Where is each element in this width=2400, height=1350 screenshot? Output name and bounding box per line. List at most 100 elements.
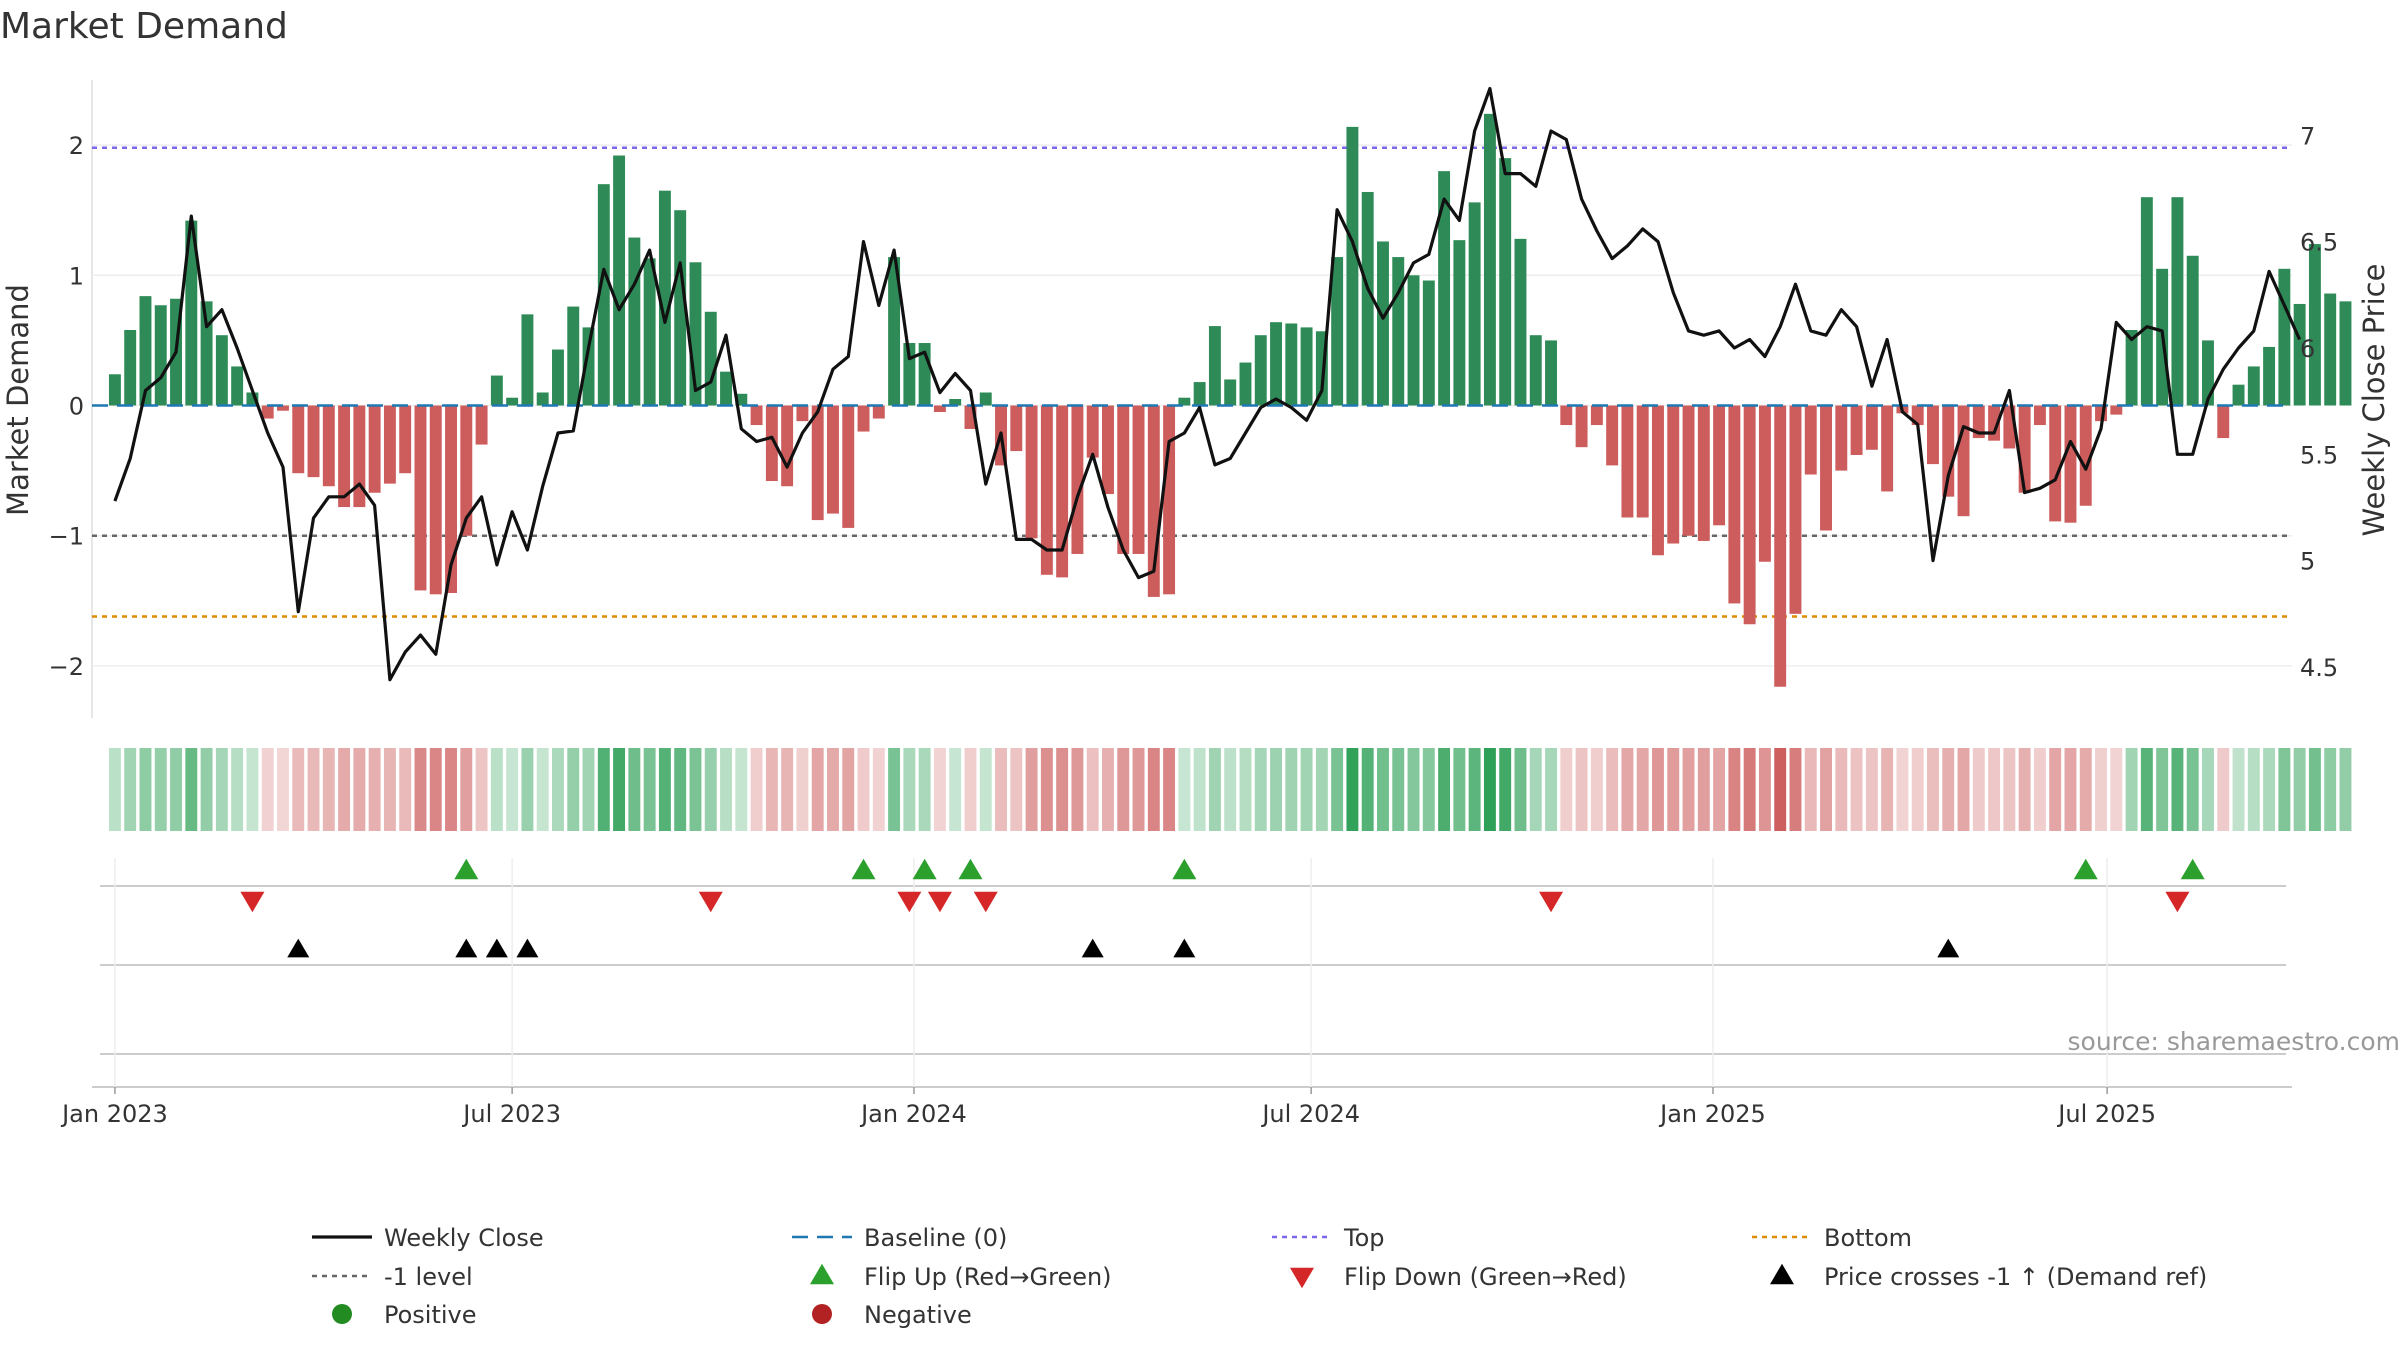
demand-bar bbox=[1697, 405, 1710, 541]
flip-up-marker bbox=[2180, 858, 2205, 880]
heat-cell bbox=[964, 748, 977, 831]
heat-cell bbox=[949, 748, 962, 831]
demand-bar bbox=[414, 405, 427, 591]
demand-bar bbox=[536, 392, 549, 406]
flip-up-marker bbox=[958, 858, 983, 880]
event-markers bbox=[240, 858, 2205, 958]
demand-bar bbox=[1789, 405, 1802, 614]
heat-cell bbox=[689, 748, 702, 831]
demand-bar bbox=[1468, 202, 1481, 406]
demand-bar bbox=[704, 311, 717, 406]
heat-cell bbox=[475, 748, 488, 831]
heat-cell bbox=[720, 748, 732, 831]
heat-cell bbox=[781, 748, 794, 831]
heat-cell bbox=[674, 748, 687, 831]
source-note: source: sharemaestro.com bbox=[2068, 1027, 2400, 1056]
demand-bar bbox=[1514, 238, 1527, 406]
demand-bar bbox=[2263, 346, 2276, 406]
heat-cell bbox=[1514, 748, 1527, 831]
left-tick-label: −1 bbox=[49, 523, 84, 551]
chart-title: Market Demand bbox=[0, 6, 288, 47]
left-tick-label: −2 bbox=[49, 653, 84, 681]
demand-bar bbox=[353, 405, 366, 508]
demand-bar bbox=[918, 343, 931, 406]
demand-bar bbox=[1300, 327, 1313, 406]
flip-down-marker bbox=[240, 891, 265, 913]
demand-bar bbox=[567, 306, 580, 406]
heat-cell bbox=[888, 748, 901, 831]
demand-bar bbox=[781, 405, 794, 487]
demand-bar bbox=[1361, 191, 1374, 406]
demand-bar bbox=[2324, 293, 2337, 406]
legend-swatch bbox=[810, 1263, 834, 1285]
demand-bar bbox=[933, 405, 946, 413]
right-tick-label: 5.5 bbox=[2300, 441, 2338, 469]
heat-cell bbox=[292, 748, 305, 831]
demand-bar bbox=[1056, 405, 1069, 578]
left-tick-label: 1 bbox=[69, 262, 84, 290]
demand-bar bbox=[277, 405, 289, 411]
flip-down-marker bbox=[927, 891, 952, 913]
demand-bar bbox=[108, 374, 121, 406]
demand-bar bbox=[2171, 197, 2184, 406]
heat-cell bbox=[139, 748, 152, 831]
heat-cell bbox=[567, 748, 580, 831]
flip-up-marker bbox=[1172, 858, 1197, 880]
demand-bar bbox=[1071, 405, 1084, 554]
heat-cell bbox=[2217, 748, 2230, 831]
demand-bar bbox=[1804, 405, 1817, 475]
demand-bar bbox=[1865, 405, 1878, 450]
heat-cell bbox=[2278, 748, 2291, 831]
demand-bar bbox=[445, 405, 457, 594]
demand-bar bbox=[1483, 113, 1496, 406]
heat-cell bbox=[1224, 748, 1237, 831]
heat-cell bbox=[1147, 748, 1160, 831]
demand-bar bbox=[979, 392, 992, 406]
flip-up-marker bbox=[912, 858, 937, 880]
demand-bar bbox=[1758, 405, 1771, 562]
demand-bar bbox=[2125, 329, 2138, 406]
legend-item: -1 level bbox=[312, 1263, 473, 1291]
heat-cell bbox=[613, 748, 626, 831]
heat-cell bbox=[842, 748, 855, 831]
heat-cell bbox=[2339, 748, 2352, 831]
demand-bar bbox=[1346, 126, 1359, 406]
flip-up-marker bbox=[851, 858, 876, 880]
heat-cell bbox=[200, 748, 213, 831]
heat-cell bbox=[307, 748, 320, 831]
legend-label: Weekly Close bbox=[384, 1224, 544, 1252]
heat-cell bbox=[170, 748, 182, 831]
demand-bar bbox=[2247, 366, 2260, 406]
heat-cell bbox=[1896, 748, 1909, 831]
heat-cell bbox=[735, 748, 748, 831]
demand-bar bbox=[1178, 397, 1191, 406]
heat-cell bbox=[1529, 748, 1542, 831]
demand-bar bbox=[1942, 405, 1955, 497]
legend-label: Flip Down (Green→Red) bbox=[1344, 1263, 1627, 1291]
heat-cell bbox=[1377, 748, 1389, 831]
demand-bar bbox=[399, 405, 412, 474]
heat-cell bbox=[1957, 748, 1970, 831]
demand-bar bbox=[338, 405, 351, 508]
demand-bar bbox=[2003, 405, 2016, 449]
heat-cell bbox=[353, 748, 366, 831]
heat-cell bbox=[1881, 748, 1894, 831]
heat-cell bbox=[1652, 748, 1664, 831]
heat-cell bbox=[490, 748, 503, 831]
heat-cell bbox=[2003, 748, 2016, 831]
demand-bar bbox=[1163, 405, 1176, 595]
demand-bar bbox=[1239, 362, 1252, 406]
heat-cell bbox=[1438, 748, 1451, 831]
heat-cell bbox=[1758, 748, 1771, 831]
heat-cell bbox=[552, 748, 564, 831]
heat-cell bbox=[338, 748, 351, 831]
left-axis-label: Market Demand bbox=[1, 284, 35, 516]
heat-cell bbox=[1774, 748, 1787, 831]
demand-bars bbox=[108, 113, 2352, 687]
heat-cell bbox=[1025, 748, 1038, 831]
demand-bar bbox=[521, 314, 534, 406]
x-tick-label: Jul 2023 bbox=[461, 1100, 561, 1128]
demand-bar bbox=[1881, 405, 1894, 492]
demand-bar bbox=[1392, 257, 1405, 406]
legend-label: Bottom bbox=[1824, 1224, 1912, 1252]
